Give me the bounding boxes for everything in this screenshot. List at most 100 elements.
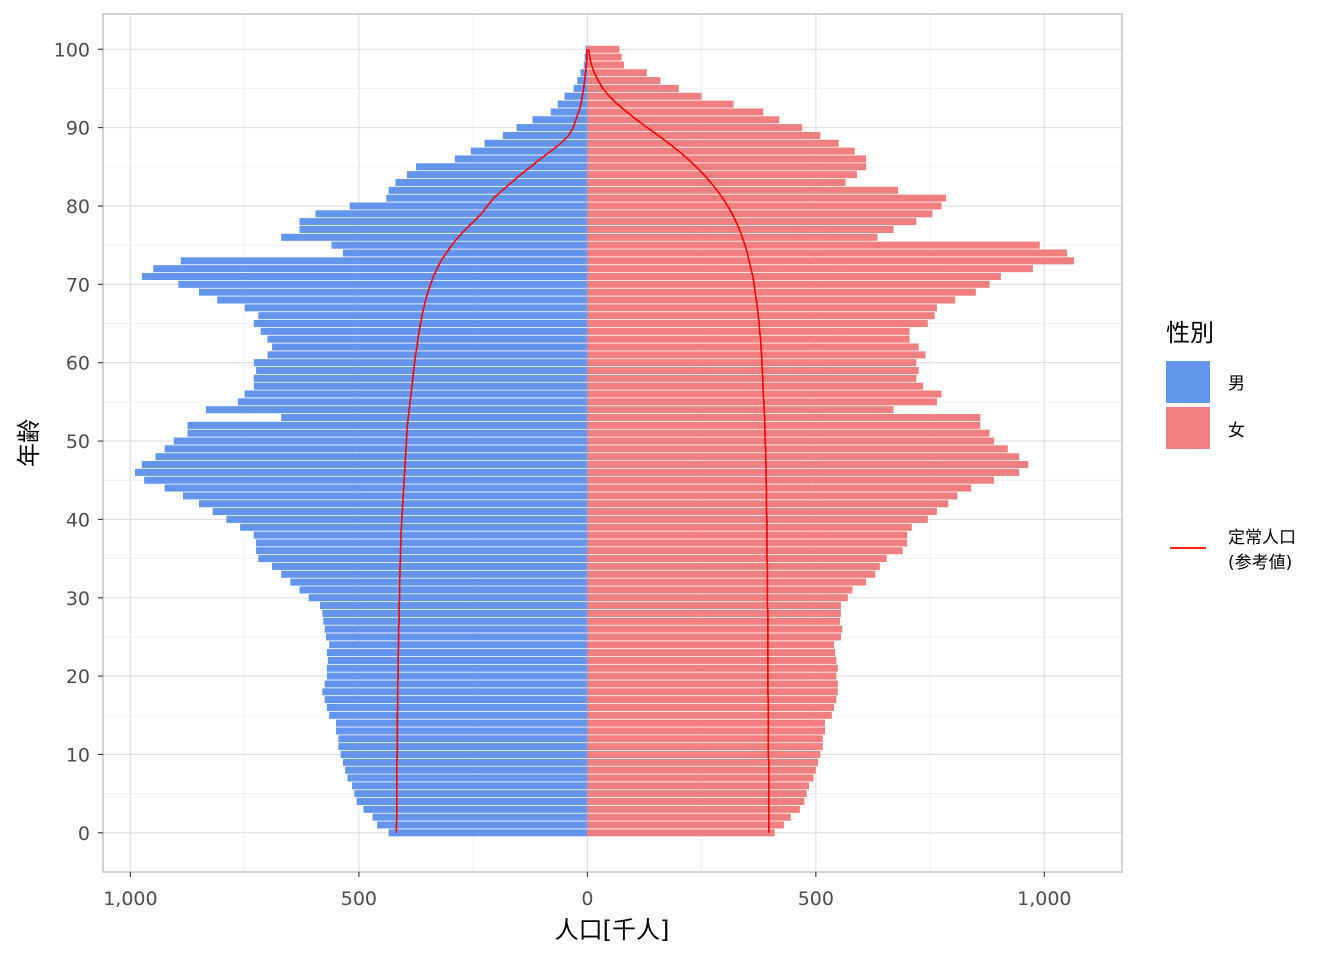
legend-key-female <box>1166 407 1210 449</box>
bar-female <box>587 116 780 124</box>
bar-female <box>587 382 924 390</box>
bar-male <box>327 656 588 664</box>
bar-male <box>388 186 588 194</box>
bar-male <box>326 649 588 657</box>
steady-population-line-female <box>587 49 770 833</box>
y-tick-label: 40 <box>66 509 90 531</box>
legend-label-female: 女 <box>1228 421 1245 441</box>
bar-female <box>587 743 823 751</box>
bar-female <box>587 374 917 382</box>
bar-female <box>587 406 894 414</box>
panel-border <box>102 13 1123 873</box>
bar-female <box>587 562 880 570</box>
bar-male <box>557 100 588 108</box>
bar-male <box>470 147 588 155</box>
bar-female <box>587 296 956 304</box>
bar-female <box>587 586 853 594</box>
bar-female <box>587 570 876 578</box>
bar-female <box>587 539 908 547</box>
bar-female <box>587 688 838 696</box>
bar-female <box>587 813 791 821</box>
bar-male <box>406 171 588 179</box>
bar-male <box>395 178 588 186</box>
bar-male <box>299 225 588 234</box>
bar-female <box>587 53 622 61</box>
bar-male <box>155 453 588 461</box>
x-tick-label: 1,000 <box>103 888 157 910</box>
bar-female <box>587 225 894 234</box>
bar-female <box>587 703 835 711</box>
bar-male <box>532 116 588 124</box>
y-tick-label: 20 <box>66 666 90 688</box>
bar-male <box>484 139 588 147</box>
x-tick-label: 1,000 <box>1017 888 1071 910</box>
bar-male <box>308 594 588 602</box>
bar-female <box>587 171 857 179</box>
bar-female <box>587 656 837 664</box>
bar-male <box>338 735 588 743</box>
bar-female <box>587 680 838 688</box>
bar-male <box>386 194 588 202</box>
y-tick-label: 30 <box>66 588 90 610</box>
bar-male <box>198 500 588 508</box>
bar-male <box>584 53 588 61</box>
bar-female <box>587 445 1008 453</box>
bar-female <box>587 531 908 539</box>
bar-female <box>587 750 821 758</box>
bar-male <box>258 312 588 320</box>
bar-female <box>587 508 937 516</box>
bar-male <box>253 374 588 382</box>
bar-female <box>587 100 734 108</box>
bar-male <box>164 484 588 492</box>
bar-male <box>272 562 588 570</box>
bar-female <box>587 280 990 288</box>
legend-title: 性別 <box>1166 319 1214 347</box>
bar-male <box>347 774 588 782</box>
bar-male <box>153 265 588 273</box>
bar-male <box>212 508 588 516</box>
bar-female <box>587 202 942 210</box>
bar-female <box>587 288 976 296</box>
y-tick-label: 80 <box>66 196 90 218</box>
bar-female <box>587 210 933 218</box>
bar-female <box>587 641 835 649</box>
bar-male <box>356 797 588 806</box>
bar-female <box>587 335 910 343</box>
bar-male <box>349 202 588 210</box>
bar-female <box>587 719 825 727</box>
bar-female <box>587 155 867 163</box>
steady-population-lines <box>395 49 770 833</box>
bar-male <box>342 758 588 766</box>
bar-male <box>550 108 588 116</box>
bar-female <box>587 829 775 837</box>
bar-male <box>244 304 588 312</box>
bar-female <box>587 602 841 610</box>
bar-female <box>587 523 912 531</box>
bar-female <box>587 633 841 641</box>
bar-female <box>587 797 805 806</box>
bar-male <box>577 77 588 85</box>
bar-male <box>315 210 588 218</box>
bar-female <box>587 77 661 85</box>
legend-key-male <box>1166 361 1210 403</box>
bar-male <box>502 131 588 139</box>
male-bars <box>134 45 588 837</box>
bar-male <box>416 163 588 171</box>
bar-male <box>267 351 588 359</box>
bar-female <box>587 476 995 484</box>
y-axis-tick-labels: 0 10 20 30 40 50 60 70 80 90 100 <box>54 39 90 845</box>
bar-female <box>587 390 942 398</box>
bar-female <box>587 351 926 359</box>
bar-female <box>587 500 949 508</box>
bar-female <box>587 265 1033 273</box>
y-tick-label: 90 <box>66 118 90 140</box>
legend-label-male: 男 <box>1228 374 1245 394</box>
y-tick-label: 50 <box>66 431 90 453</box>
x-axis-tick-labels: 1,000 500 0 500 1,000 <box>103 888 1071 910</box>
bar-female <box>587 272 1001 281</box>
bar-female <box>587 108 764 116</box>
bar-female <box>587 359 917 367</box>
bar-male <box>256 547 588 555</box>
bar-male <box>354 790 588 798</box>
bar-male <box>564 92 588 100</box>
